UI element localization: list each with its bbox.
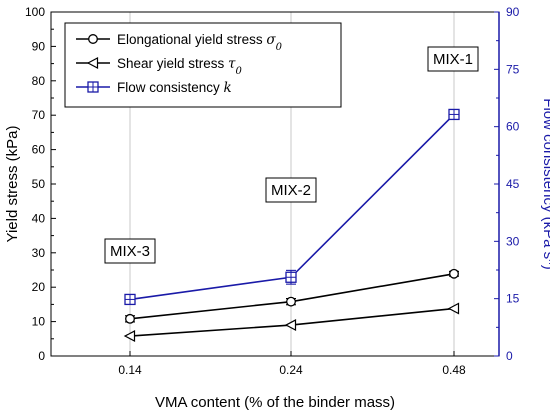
data-point	[286, 296, 296, 307]
left-tick-label: 100	[25, 5, 45, 19]
left-tick-label: 90	[32, 39, 46, 53]
right-y-axis-title: Flow consistency (kPa sn)	[540, 98, 550, 269]
right-tick-label: 45	[506, 177, 520, 191]
x-axis-title: VMA content (% of the binder mass)	[155, 394, 395, 411]
annotation-box	[265, 177, 317, 203]
left-tick-label: 10	[32, 315, 46, 329]
left-y-axis-title: Yield stress (kPa)	[4, 126, 21, 243]
legend-label-symbol: k	[224, 80, 232, 96]
legend-label: Shear yield stress τ0	[117, 56, 243, 77]
legend-item: Flow consistency k	[76, 80, 232, 96]
legend-swatch-marker	[86, 57, 99, 69]
legend-label-subscript: 0	[236, 66, 243, 77]
annotation-label: MIX-1	[433, 51, 473, 68]
data-point	[123, 330, 136, 343]
left-tick-label: 50	[32, 177, 46, 191]
data-point	[285, 271, 297, 283]
left-tick-label: 80	[32, 74, 46, 88]
annotation-box	[104, 238, 156, 264]
legend-swatch-marker	[87, 81, 99, 93]
mix-annotation: MIX-1	[427, 46, 479, 72]
legend-item: Elongational yield stress σ0	[76, 32, 283, 53]
right-y-axis-title-close: )	[540, 265, 550, 270]
legend-label: Elongational yield stress σ0	[117, 32, 283, 53]
series-layer	[123, 108, 460, 343]
right-tick-label: 15	[506, 292, 520, 306]
left-tick-label: 20	[32, 280, 46, 294]
legend-label-subscript: 0	[276, 42, 283, 53]
mix-annotation: MIX-3	[104, 238, 156, 264]
right-tick-label: 60	[506, 120, 520, 134]
legend-label-symbol: σ	[266, 32, 276, 48]
legend-item: Shear yield stress τ0	[76, 56, 243, 77]
data-point	[284, 319, 297, 332]
right-tick-label: 90	[506, 5, 520, 19]
data-point	[447, 302, 460, 315]
data-point	[125, 313, 135, 324]
annotation-label: MIX-3	[110, 243, 150, 260]
x-tick-label: 0.24	[279, 363, 303, 377]
left-tick-label: 30	[32, 246, 46, 260]
x-tick-label: 0.48	[442, 363, 466, 377]
left-tick-label: 40	[32, 211, 46, 225]
annotation-box	[427, 46, 479, 72]
left-tick-label: 0	[38, 349, 45, 363]
right-y-axis-title-main: Flow consistency (kPa s	[540, 98, 550, 259]
data-point	[448, 108, 460, 121]
legend-label-text: Shear yield stress	[117, 56, 228, 71]
annotations: MIX-3 MIX-2 MIX-1	[104, 46, 479, 264]
data-point	[449, 268, 459, 279]
mix-annotation: MIX-2	[265, 177, 317, 203]
legend-label-symbol: τ	[228, 56, 236, 72]
series-group	[124, 108, 460, 306]
left-tick-label: 60	[32, 143, 46, 157]
right-tick-label: 0	[506, 349, 513, 363]
legend-label: Flow consistency k	[117, 80, 232, 96]
right-tick-label: 75	[506, 62, 520, 76]
legend-label-text: Flow consistency	[117, 80, 224, 95]
right-y-axis-title-sup: n	[547, 259, 550, 265]
series-group	[123, 302, 460, 343]
x-tick-label: 0.14	[118, 363, 142, 377]
legend-swatch-marker	[88, 34, 98, 44]
legend-box	[64, 22, 342, 108]
x-axis: 0.14 0.24 0.48	[118, 351, 466, 377]
series-group	[125, 268, 459, 324]
left-y-axis: 0 10 20 30 40 50 60 70 80 90 100	[25, 5, 56, 363]
right-y-axis: 0 15 30 45 60 75 90	[494, 5, 520, 363]
data-point	[124, 293, 136, 306]
right-tick-label: 30	[506, 234, 520, 248]
annotation-label: MIX-2	[271, 182, 311, 199]
left-tick-label: 70	[32, 108, 46, 122]
legend-label-text: Elongational yield stress	[117, 32, 266, 47]
